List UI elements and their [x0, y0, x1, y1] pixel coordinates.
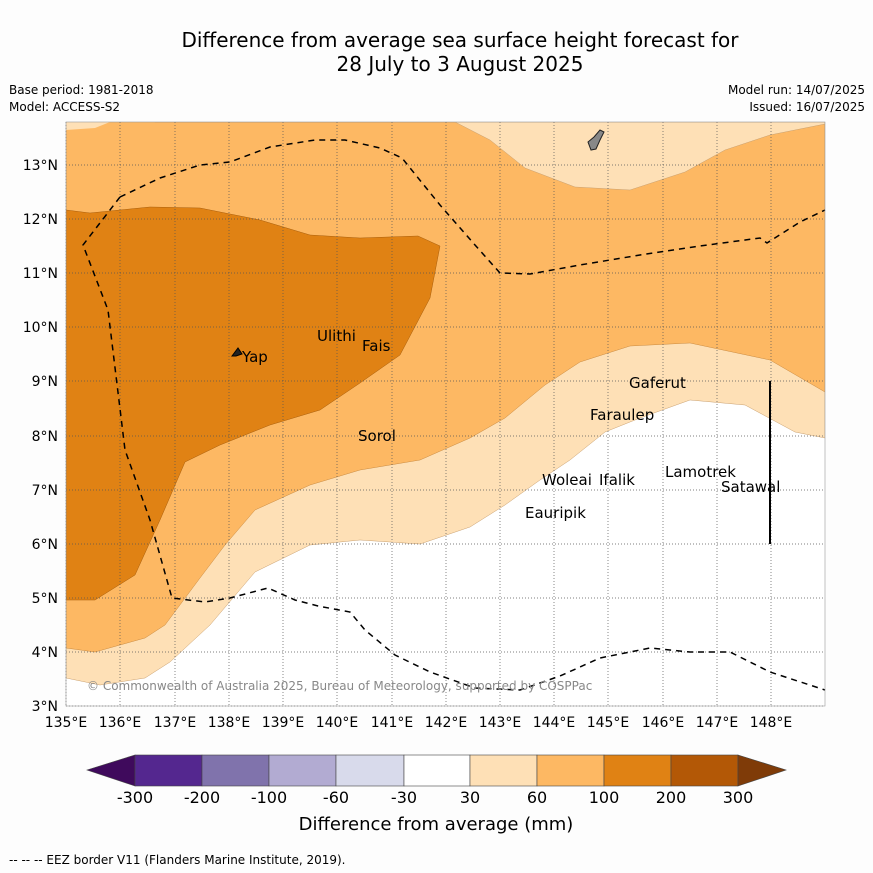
colorbar-tick-label: 30 [460, 788, 480, 807]
lat-tick-labels: 3°N 4°N 5°N 6°N 7°N 8°N 9°N 10°N 11°N 12… [23, 158, 58, 715]
issued-text: Issued: 16/07/2025 [749, 100, 865, 114]
lon-tick-label: 141°E [371, 715, 414, 731]
lon-tick-label: 137°E [154, 715, 197, 731]
colorbar-swatch [469, 754, 538, 787]
lat-tick-label: 10°N [23, 320, 58, 336]
colorbar-tick-label: -200 [184, 788, 220, 807]
colorbar-tick-label: -300 [117, 788, 153, 807]
lon-tick-labels: 135°E 136°E 137°E 138°E 139°E 140°E 141°… [45, 715, 793, 731]
contour-100-200 [66, 206, 441, 601]
colorbar-swatch [201, 754, 270, 787]
place-label-faraulep: Faraulep [590, 406, 654, 424]
contour-60-100-north [66, 122, 155, 163]
lat-tick-label: 3°N [32, 699, 58, 715]
chart-title-line1: Difference from average sea surface heig… [181, 28, 739, 52]
place-label-ulithi: Ulithi [317, 327, 356, 345]
lon-tick-label: 138°E [208, 715, 251, 731]
colorbar-tick-labels: -300 -200 -100 -60 -30 30 60 100 200 300 [117, 788, 753, 807]
guam-island-shape [587, 129, 605, 151]
colorbar-extend-min [86, 754, 136, 787]
colorbar-tick-label: -30 [391, 788, 417, 807]
eez-legend-footer: -- -- -- EEZ border V11 (Flanders Marine… [9, 853, 346, 867]
contour-30-60-northeast [454, 122, 825, 191]
place-label-eauripik: Eauripik [525, 504, 586, 522]
lat-tick-label: 12°N [23, 212, 58, 228]
place-label-fais: Fais [362, 337, 391, 355]
colorbar-tick-label: -100 [251, 788, 287, 807]
colorbar-swatch [403, 754, 471, 787]
lon-tick-label: 140°E [316, 715, 359, 731]
chart-title-line2: 28 July to 3 August 2025 [336, 52, 584, 76]
colorbar-swatch [335, 754, 405, 787]
colorbar-extend-max [737, 754, 787, 787]
contour-30-60-north [66, 122, 155, 130]
colorbar-tick-label: 300 [723, 788, 754, 807]
place-label-lamotrek: Lamotrek [665, 463, 736, 481]
model-text: Model: ACCESS-S2 [9, 100, 121, 114]
lat-tick-label: 8°N [32, 429, 58, 445]
place-labels: Yap Ulithi Fais Sorol Gaferut Faraulep W… [241, 327, 780, 522]
lon-tick-label: 148°E [750, 715, 793, 731]
colorbar-swatch [603, 754, 672, 787]
colorbar-tick-label: 200 [656, 788, 687, 807]
yap-island-shape [231, 347, 243, 357]
eez-border [82, 139, 826, 691]
colorbar-swatch [536, 754, 605, 787]
model-run-text: Model run: 14/07/2025 [727, 83, 865, 97]
place-label-sorol: Sorol [358, 427, 396, 445]
lat-tick-label: 5°N [32, 591, 58, 607]
place-label-satawal: Satawal [721, 478, 780, 496]
colorbar-swatch [268, 754, 337, 787]
lon-tick-label: 139°E [262, 715, 305, 731]
place-label-woleai: Woleai [542, 471, 592, 489]
lat-tick-label: 9°N [32, 374, 58, 390]
lat-tick-label: 7°N [32, 483, 58, 499]
lat-tick-label: 13°N [23, 158, 58, 174]
lon-tick-label: 143°E [479, 715, 522, 731]
lon-tick-label: 135°E [45, 715, 88, 731]
lat-tick-label: 11°N [23, 266, 58, 282]
place-label-ifalik: Ifalik [599, 471, 635, 489]
copyright-text: © Commonwealth of Australia 2025, Bureau… [87, 679, 592, 693]
colorbar [86, 754, 787, 787]
colorbar-axis-label: Difference from average (mm) [299, 814, 574, 835]
colorbar-tick-label: -60 [323, 788, 349, 807]
colorbar-tick-label: 100 [589, 788, 620, 807]
colorbar-swatch [134, 754, 203, 787]
lon-tick-label: 145°E [587, 715, 630, 731]
place-label-gaferut: Gaferut [629, 374, 686, 392]
base-period-text: Base period: 1981-2018 [9, 83, 154, 97]
lat-tick-label: 4°N [32, 645, 58, 661]
map-frame [65, 121, 826, 707]
contour-layer [66, 122, 825, 706]
place-label-yap: Yap [241, 348, 268, 366]
colorbar-tick-label: 60 [527, 788, 547, 807]
colorbar-swatch [670, 754, 739, 787]
lon-tick-label: 142°E [425, 715, 468, 731]
lon-tick-label: 147°E [696, 715, 739, 731]
lat-tick-label: 6°N [32, 537, 58, 553]
lon-tick-label: 136°E [99, 715, 142, 731]
lon-tick-label: 144°E [533, 715, 576, 731]
lon-tick-label: 146°E [642, 715, 685, 731]
